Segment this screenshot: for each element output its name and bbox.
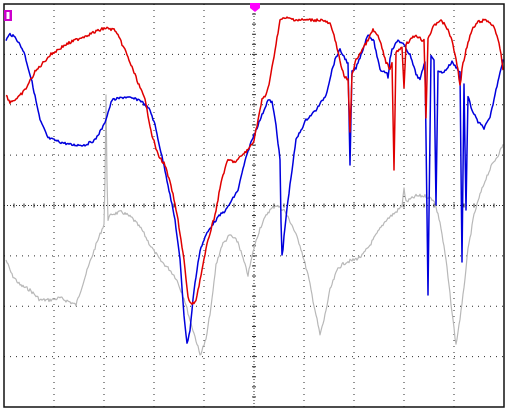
channel-1-ground-marker-icon[interactable] (4, 10, 12, 21)
waveform-traces (5, 16, 504, 356)
trace-red (5, 16, 504, 306)
graticule (3, 3, 505, 408)
trace-gray (5, 94, 504, 356)
trigger-position-marker-icon[interactable] (250, 3, 260, 12)
